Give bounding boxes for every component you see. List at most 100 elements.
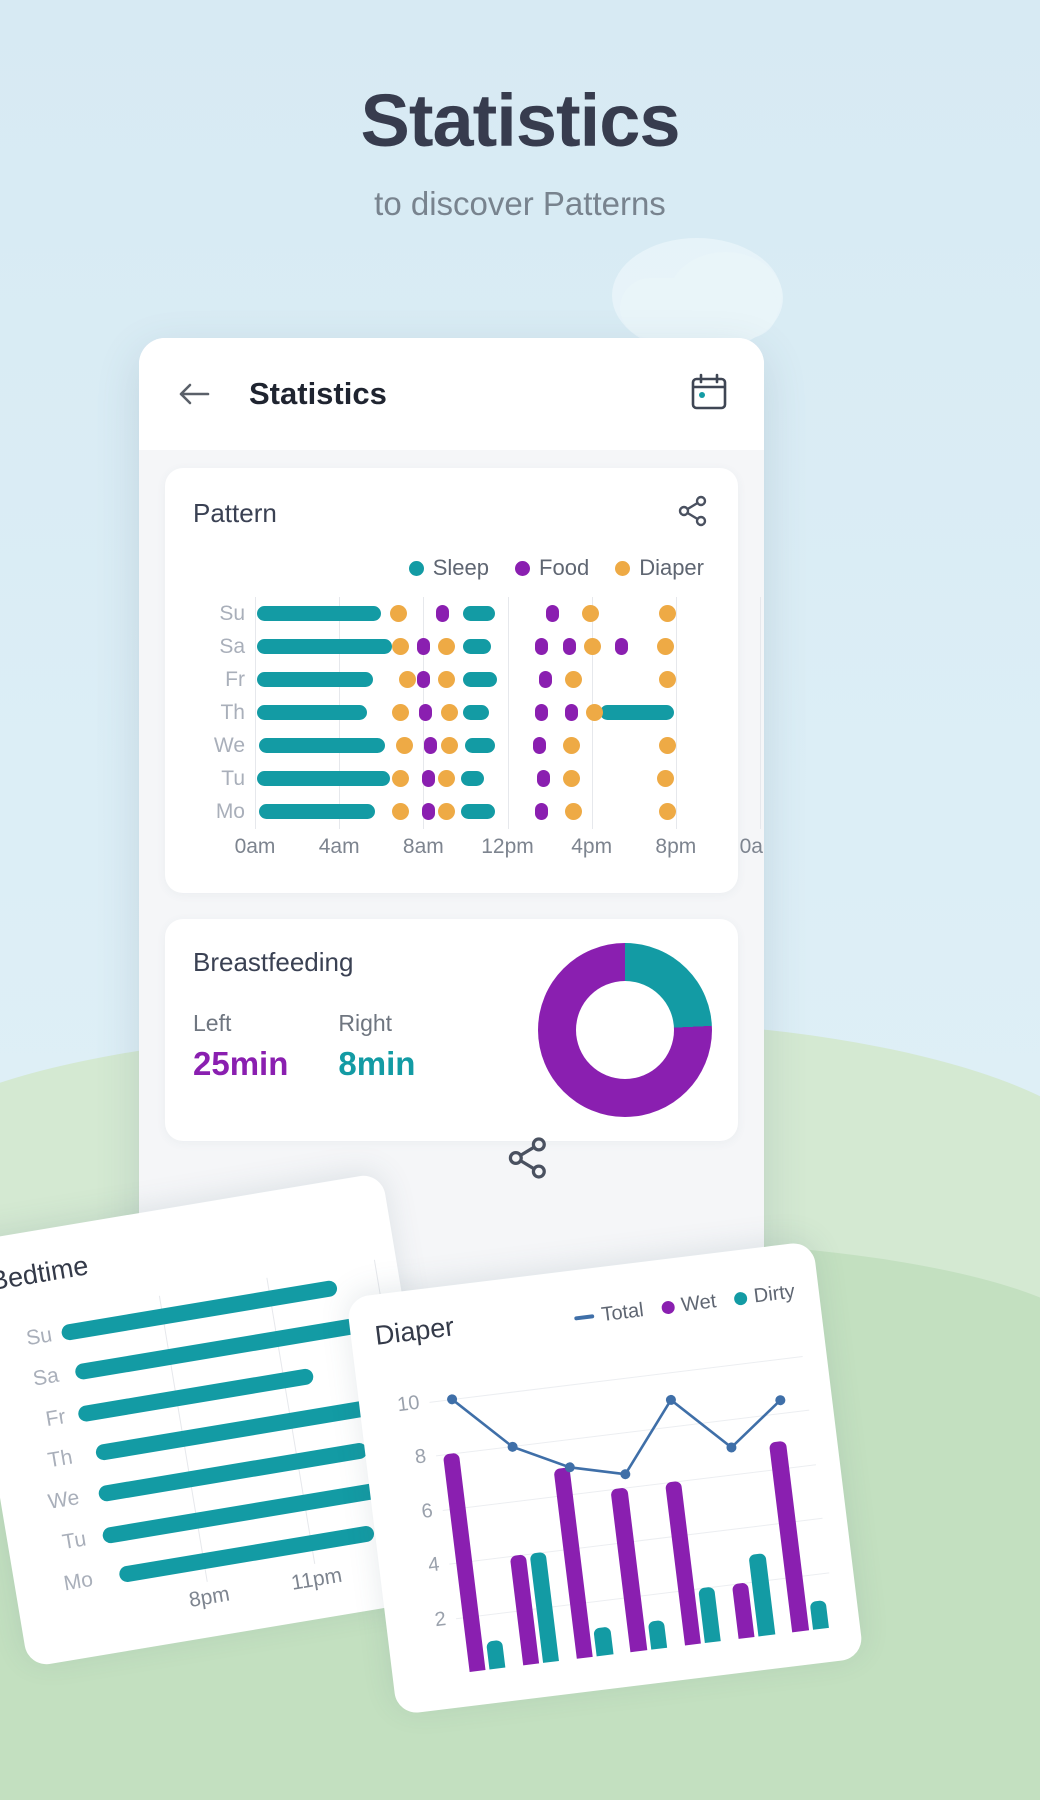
x-axis-tick: 4am bbox=[318, 835, 360, 858]
legend-item-total: Total bbox=[573, 1299, 645, 1330]
pattern-row-marks bbox=[255, 666, 710, 694]
pattern-share-button[interactable] bbox=[676, 494, 710, 533]
sleep-mark bbox=[461, 771, 485, 787]
breastfeeding-left-label: Left bbox=[193, 1010, 232, 1036]
diaper-mark bbox=[438, 670, 456, 688]
y-axis-tick: 2 bbox=[433, 1607, 448, 1632]
sleep-mark bbox=[259, 804, 375, 820]
diaper-total-point bbox=[564, 1461, 575, 1472]
diaper-card: Diaper Total Wet Dirty 2 4 6 8 10 bbox=[346, 1240, 864, 1716]
diaper-share-button[interactable] bbox=[505, 1135, 551, 1186]
sleep-mark bbox=[257, 771, 390, 787]
diaper-card-title: Diaper bbox=[373, 1311, 456, 1351]
diaper-mark bbox=[583, 637, 601, 655]
legend-label: Dirty bbox=[752, 1280, 796, 1307]
pattern-row-marks bbox=[255, 699, 710, 727]
x-axis-tick: 0am bbox=[739, 835, 764, 858]
back-button[interactable] bbox=[173, 373, 215, 415]
pattern-row-marks bbox=[255, 732, 710, 760]
legend-item-dirty: Dirty bbox=[733, 1280, 796, 1310]
pattern-legend: Sleep Food Diaper bbox=[193, 555, 710, 581]
breastfeeding-right-value: 8min bbox=[338, 1045, 416, 1082]
diaper-mark bbox=[562, 770, 580, 788]
pattern-chart: Su Sa Fr Th We Tu Mo bbox=[193, 597, 761, 829]
hero-section: Statistics to discover Patterns bbox=[0, 0, 1040, 223]
bedtime-row-label: Mo bbox=[62, 1568, 95, 1596]
sleep-mark bbox=[257, 705, 367, 720]
food-mark bbox=[423, 737, 437, 755]
food-mark bbox=[535, 637, 549, 655]
pattern-row-label: Th bbox=[220, 701, 245, 724]
pattern-row: Sa bbox=[193, 633, 710, 661]
legend-dot-icon bbox=[408, 560, 424, 576]
breastfeeding-card-title: Breastfeeding bbox=[193, 947, 354, 977]
pattern-row-label: Tu bbox=[221, 767, 245, 791]
legend-line-icon bbox=[574, 1314, 595, 1321]
x-axis-tick: 8pm bbox=[655, 835, 697, 858]
breastfeeding-left-value: 25min bbox=[193, 1045, 289, 1082]
y-axis-tick: 8 bbox=[413, 1445, 428, 1469]
app-body: Pattern Sleep Food bbox=[139, 450, 764, 1338]
grid-line bbox=[507, 597, 509, 829]
grid-line bbox=[255, 597, 256, 829]
sleep-mark bbox=[463, 638, 491, 654]
legend-dot-icon bbox=[615, 560, 631, 576]
pattern-row-label: Fr bbox=[225, 667, 245, 691]
legend-item-food: Food bbox=[515, 555, 589, 581]
grid-line bbox=[760, 597, 761, 829]
pattern-card-title: Pattern bbox=[193, 498, 277, 528]
diaper-mark bbox=[390, 604, 408, 622]
diaper-mark bbox=[657, 637, 675, 655]
share-icon bbox=[508, 1137, 546, 1179]
pattern-row-marks bbox=[255, 633, 710, 661]
x-axis-tick: 8pm bbox=[187, 1582, 232, 1612]
diaper-total-point bbox=[447, 1393, 458, 1404]
x-axis-tick: 8am bbox=[402, 835, 444, 858]
breastfeeding-info: Breastfeeding Left 25min Right 8min bbox=[193, 947, 710, 1111]
legend-dot-icon bbox=[733, 1290, 748, 1306]
legend-item-sleep: Sleep bbox=[408, 555, 489, 581]
legend-label: Wet bbox=[679, 1289, 718, 1316]
diaper-total-point bbox=[665, 1394, 676, 1405]
food-mark bbox=[615, 637, 629, 655]
sleep-mark bbox=[463, 671, 497, 687]
diaper-total-point bbox=[507, 1441, 518, 1452]
y-axis-tick: 6 bbox=[420, 1499, 435, 1523]
pattern-row: Su bbox=[193, 600, 710, 628]
bedtime-row-label: We bbox=[46, 1486, 82, 1515]
bedtime-row-label: Fr bbox=[43, 1404, 68, 1431]
food-mark bbox=[545, 604, 559, 622]
diaper-total-line bbox=[447, 1393, 786, 1479]
pattern-row: Fr bbox=[193, 666, 710, 694]
breastfeeding-card: Breastfeeding Left 25min Right 8min bbox=[165, 919, 738, 1141]
pattern-card-header: Pattern bbox=[193, 494, 710, 533]
diaper-mark bbox=[564, 803, 582, 821]
diaper-mark bbox=[396, 737, 414, 755]
food-mark bbox=[535, 704, 549, 721]
bedtime-row-label: Su bbox=[24, 1322, 54, 1350]
pattern-x-axis: 0am 4am 8am 12pm 4pm 8pm 0am bbox=[235, 835, 764, 869]
pattern-row: Mo bbox=[193, 798, 710, 826]
calendar-button[interactable] bbox=[688, 371, 730, 418]
diaper-bar-area bbox=[426, 1329, 836, 1673]
diaper-mark bbox=[438, 770, 456, 788]
x-axis-tick: 11pm bbox=[289, 1563, 344, 1595]
diaper-mark bbox=[659, 803, 677, 821]
sleep-mark bbox=[463, 605, 495, 621]
diaper-legend: Total Wet Dirty bbox=[573, 1280, 796, 1330]
sleep-mark bbox=[259, 738, 386, 754]
pattern-row-label: Mo bbox=[215, 800, 245, 824]
sleep-mark bbox=[257, 605, 382, 621]
legend-dot-icon bbox=[515, 560, 531, 576]
food-mark bbox=[421, 803, 435, 821]
legend-item-diaper: Diaper bbox=[615, 555, 704, 581]
phone-mockup: Statistics Pattern bbox=[139, 338, 764, 1338]
pattern-row-marks bbox=[255, 798, 710, 826]
diaper-mark bbox=[659, 737, 677, 755]
diaper-mark bbox=[392, 770, 410, 788]
diaper-mark bbox=[659, 670, 677, 688]
legend-dot-icon bbox=[660, 1299, 676, 1315]
diaper-mark bbox=[392, 704, 410, 721]
diaper-mark bbox=[398, 670, 416, 688]
sleep-mark bbox=[463, 705, 489, 720]
